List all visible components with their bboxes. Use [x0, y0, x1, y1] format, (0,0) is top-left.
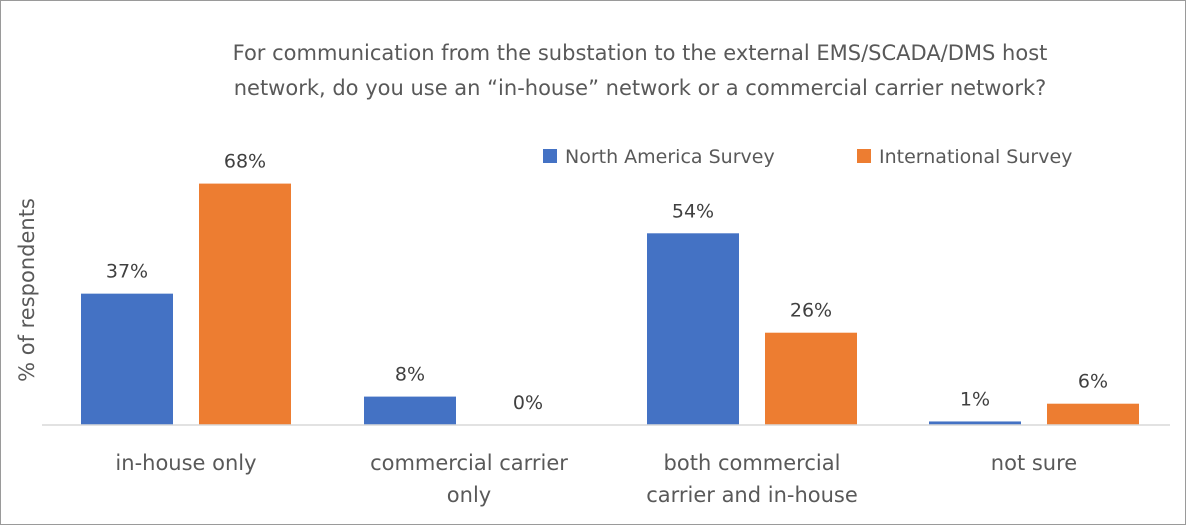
- data-labels: 37% 8% 54% 1% 68% 0% 26% 6%: [106, 151, 1108, 414]
- chart-title-line: network, do you use an “in-house” networ…: [234, 76, 1047, 100]
- chart-title-line: For communication from the substation to…: [233, 41, 1048, 65]
- bar: [929, 421, 1021, 425]
- legend-swatch: [857, 149, 871, 163]
- bar: [647, 233, 739, 425]
- category-label: both commercial: [664, 451, 841, 475]
- legend-swatch: [543, 149, 557, 163]
- data-label: 37%: [106, 261, 148, 283]
- bar: [81, 293, 173, 425]
- category-label: not sure: [991, 451, 1077, 475]
- bars: [81, 183, 1139, 425]
- category-label: in-house only: [115, 451, 256, 475]
- category-label: carrier and in-house: [646, 483, 858, 507]
- data-label: 8%: [395, 364, 425, 386]
- legend: North America Survey International Survey: [543, 146, 1072, 168]
- category-labels: in-house only commercial carrier only both …: [115, 451, 1077, 507]
- category-label: commercial carrier: [370, 451, 568, 475]
- bar: [765, 332, 857, 425]
- bar: [364, 396, 456, 425]
- y-axis-title: % of respondents: [15, 198, 39, 382]
- legend-label: International Survey: [879, 146, 1072, 168]
- data-label: 0%: [513, 392, 543, 414]
- bar: [1047, 403, 1139, 425]
- data-label: 68%: [224, 151, 266, 173]
- bar: [199, 183, 291, 425]
- data-label: 6%: [1078, 371, 1108, 393]
- category-label: only: [447, 483, 491, 507]
- data-label: 26%: [790, 300, 832, 322]
- legend-label: North America Survey: [565, 146, 775, 168]
- chart-title: For communication from the substation to…: [233, 41, 1048, 100]
- data-label: 54%: [672, 200, 714, 222]
- data-label: 1%: [960, 388, 990, 410]
